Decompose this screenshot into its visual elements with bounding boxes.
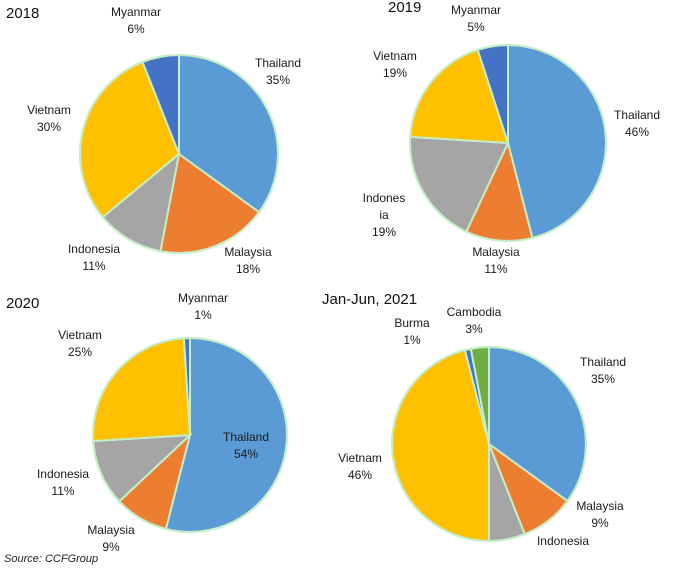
pie-chart-4: Jan-Jun, 2021 Thailand 35% Malaysia 9%Indone… [322,291,626,552]
data-label-name: Burma [394,316,430,330]
source-note: Source: CCFGroup [4,553,99,565]
data-label-name: Indonesia [537,534,589,548]
data-label-name: Cambodia [447,305,502,319]
data-label-value: 1% [403,333,421,347]
data-label-value: 11% [51,484,74,498]
data-label-name: Indones [363,191,406,205]
data-label-vietnam: Vietnam 25% [58,328,102,359]
data-label-value: 9% [591,516,609,530]
pie-outline [79,54,279,254]
data-label-thailand: Thailand 35% [255,56,301,87]
data-label-value: 46% [348,468,372,482]
data-label-malaysia: Malaysia 11% [472,245,520,276]
data-label-value: 3% [465,322,483,336]
data-label-vietnam: Vietnam 46% [338,451,382,482]
data-label-malaysia: Malaysia 9% [87,523,135,552]
data-label-malaysia: Malaysia 9% [576,499,624,530]
chart-title: Jan-Jun, 2021 [322,291,417,308]
chart-title: 2018 [6,5,39,22]
data-label-value: 54% [234,447,258,461]
data-label-name: Indonesia [37,467,89,481]
data-label-value: 11% [82,259,105,273]
data-label-burma: Burma 1% [394,316,430,347]
data-label-name: Malaysia [87,523,135,537]
pie-outline [391,346,587,542]
data-label-name: Thailand [223,430,269,444]
data-label-value: 6% [554,551,572,552]
data-label-name: Myanmar [178,291,228,305]
pie-chart-3: 2020 Thailand 54% Malaysia 9% Indonesia 11% Vie… [6,291,289,552]
data-label-myanmar: Myanmar 5% [451,3,501,34]
data-label-name: Myanmar [451,3,501,17]
data-label-name: Vietnam [373,49,417,63]
data-label-thailand: Thailand 54% [223,430,269,461]
pie-outline [409,44,607,242]
data-label-name: Malaysia [472,245,520,259]
data-label-indonesia: Indonesia 11% [68,242,120,273]
data-label-indonesia: Indones ia 19% [363,191,406,239]
data-label-value: 35% [266,73,290,87]
data-label-name: Malaysia [224,245,272,259]
data-label-name: Thailand [255,56,301,70]
data-label-value: 5% [467,20,485,34]
data-label-thailand: Thailand 35% [580,355,626,386]
data-label-name: Vietnam [338,451,382,465]
data-label-malaysia: Malaysia 18% [224,245,272,276]
data-label-indonesia: Indonesia 6% [537,534,589,552]
data-label-value: 6% [127,22,145,36]
data-label-name: ia [379,208,389,222]
data-label-thailand: Thailand 46% [614,108,660,139]
data-label-value: 1% [194,308,212,322]
data-label-value: 19% [372,225,396,239]
data-label-value: 9% [102,540,120,552]
data-label-name: Thailand [614,108,660,122]
data-label-name: Indonesia [68,242,120,256]
data-label-indonesia: Indonesia 11% [37,467,89,498]
data-label-value: 46% [625,125,649,139]
chart-title: 2020 [6,295,39,312]
data-label-myanmar: Myanmar 6% [111,5,161,36]
data-label-name: Vietnam [58,328,102,342]
pie-slice-vietnam [92,337,192,443]
data-label-vietnam: Vietnam 30% [27,103,71,134]
data-label-name: Thailand [580,355,626,369]
data-label-value: 25% [68,345,92,359]
data-label-value: 35% [591,372,615,386]
data-label-name: Myanmar [111,5,161,19]
data-label-cambodia: Cambodia 3% [447,305,502,336]
data-label-value: 30% [37,120,61,134]
data-label-value: 11% [484,262,507,276]
pie-chart-1: 2018 Thailand 35% Malaysia 18% Indonesia 11% Vi… [6,5,301,276]
chart-title: 2019 [388,0,421,16]
data-label-name: Malaysia [576,499,624,513]
pie-outline [92,337,288,533]
data-label-value: 19% [383,66,407,80]
data-label-name: Vietnam [27,103,71,117]
data-label-value: 18% [236,262,260,276]
data-label-vietnam: Vietnam 19% [373,49,417,80]
data-label-myanmar: Myanmar 1% [178,291,228,322]
